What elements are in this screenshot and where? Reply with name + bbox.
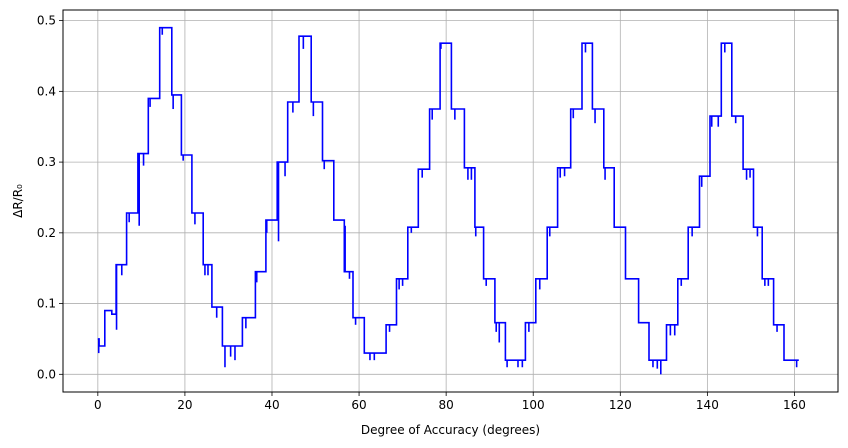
x-tick-label: 20 bbox=[177, 398, 192, 412]
series-layer bbox=[97, 26, 799, 375]
x-tick-label: 140 bbox=[696, 398, 719, 412]
x-tick-label: 40 bbox=[264, 398, 279, 412]
grid bbox=[63, 10, 838, 392]
y-axis: 0.0 0.1 0.2 0.3 0.4 0.5 bbox=[37, 14, 63, 381]
y-tick-label: 0.4 bbox=[37, 84, 56, 98]
x-tick-label: 80 bbox=[439, 398, 454, 412]
y-tick-label: 0.5 bbox=[37, 14, 56, 28]
y-axis-label: ΔR/R₀ bbox=[11, 184, 25, 218]
x-tick-label: 120 bbox=[609, 398, 632, 412]
x-tick-label: 160 bbox=[783, 398, 806, 412]
x-tick-label: 100 bbox=[522, 398, 545, 412]
y-tick-label: 0.3 bbox=[37, 155, 56, 169]
x-tick-label: 0 bbox=[94, 398, 102, 412]
y-tick-label: 0.2 bbox=[37, 226, 56, 240]
x-tick-label: 60 bbox=[351, 398, 366, 412]
series-line bbox=[97, 26, 799, 361]
x-axis-label: Degree of Accuracy (degrees) bbox=[361, 423, 540, 437]
x-axis: 0 20 40 60 80 100 120 140 160 bbox=[94, 392, 806, 412]
plot-frame bbox=[62, 9, 839, 393]
y-tick-label: 0.0 bbox=[37, 367, 56, 381]
y-tick-label: 0.1 bbox=[37, 297, 56, 311]
